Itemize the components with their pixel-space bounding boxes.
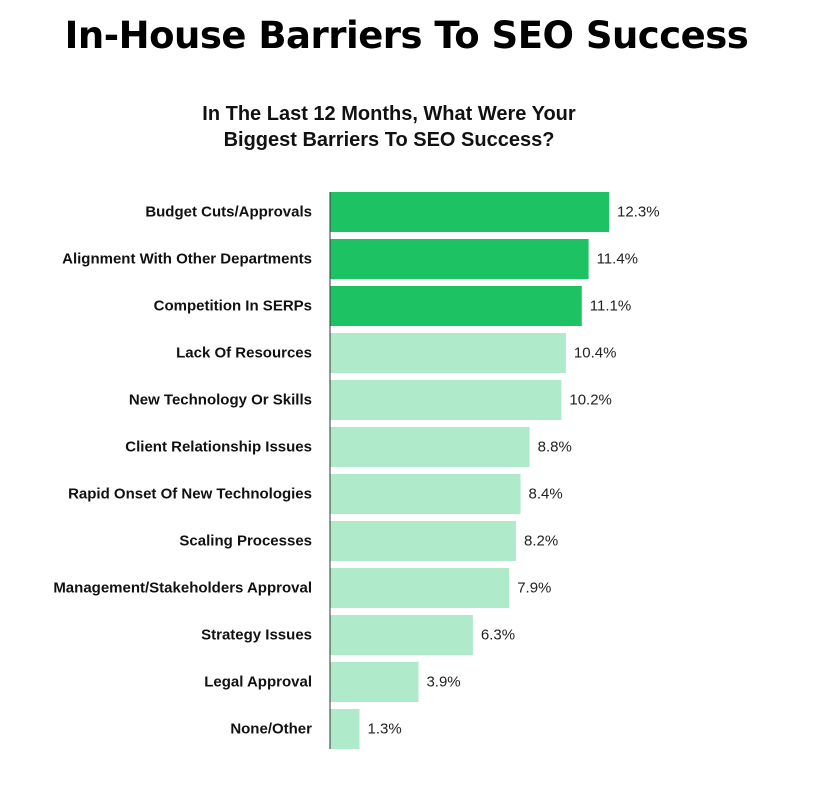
category-label: None/Other xyxy=(230,721,312,738)
category-label: Budget Cuts/Approvals xyxy=(145,204,312,221)
category-label: Scaling Processes xyxy=(179,533,312,550)
value-label: 12.3% xyxy=(617,204,660,221)
bar-strategy-issues xyxy=(330,615,473,655)
bar-new-technology-or-skills xyxy=(330,380,562,420)
value-label: 11.1% xyxy=(590,298,631,315)
chart-title: In-House Barriers To SEO Success xyxy=(64,14,749,57)
value-label: 11.4% xyxy=(597,251,638,268)
bar-legal-approval xyxy=(330,662,419,702)
subtitle-line-2: Biggest Barriers To SEO Success? xyxy=(223,129,555,151)
value-label: 3.9% xyxy=(426,674,460,691)
value-label: 1.3% xyxy=(367,721,401,738)
bar-scaling-processes xyxy=(330,521,516,561)
value-label: 6.3% xyxy=(481,627,515,644)
category-label: Management/Stakeholders Approval xyxy=(53,580,312,597)
bar-lack-of-resources xyxy=(330,333,566,373)
category-label: Rapid Onset Of New Technologies xyxy=(68,486,312,503)
bar-budget-cuts-approvals xyxy=(330,192,609,232)
bar-none-other xyxy=(330,709,360,749)
bar-client-relationship-issues xyxy=(330,427,530,467)
category-label: Client Relationship Issues xyxy=(125,439,312,456)
value-label: 10.2% xyxy=(569,392,612,409)
category-label: Competition In SERPs xyxy=(154,298,312,315)
category-label: Alignment With Other Departments xyxy=(62,251,312,268)
bar-management-stakeholders-approval xyxy=(330,568,510,608)
category-label: Lack Of Resources xyxy=(176,345,312,362)
value-label: 7.9% xyxy=(517,580,551,597)
bar-rapid-onset-of-new-technologies xyxy=(330,474,521,514)
subtitle-line-1: In The Last 12 Months, What Were Your xyxy=(202,103,576,125)
chart-subtitle: In The Last 12 Months, What Were Your Bi… xyxy=(0,101,778,153)
bar-alignment-with-other-departments xyxy=(330,239,589,279)
value-label: 8.4% xyxy=(529,486,563,503)
value-labels-group: 12.3% 11.4% 11.1% 10.4% 10.2% 8.8% 8.4% 8.2% 7.9… xyxy=(367,204,659,738)
category-label: Legal Approval xyxy=(204,674,312,691)
category-label: Strategy Issues xyxy=(201,627,312,644)
value-label: 10.4% xyxy=(574,345,617,362)
value-label: 8.2% xyxy=(524,533,558,550)
value-label: 8.8% xyxy=(538,439,572,456)
bar-competition-in-serps xyxy=(330,286,582,326)
bars-group xyxy=(330,192,609,749)
category-label: New Technology Or Skills xyxy=(129,392,312,409)
category-labels-group: Budget Cuts/Approvals Alignment With Othe… xyxy=(53,204,312,738)
